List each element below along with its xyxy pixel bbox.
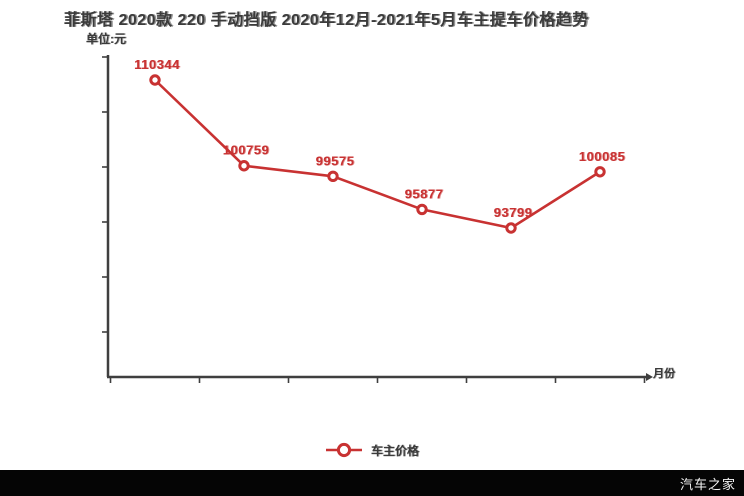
data-point-label: 100759 bbox=[223, 143, 269, 158]
price-line-series bbox=[154, 79, 601, 230]
chart-title: 菲斯塔 2020款 220 手动挡版 2020年12月-2021年5月车主提车价… bbox=[64, 12, 589, 29]
legend-marker-icon bbox=[325, 442, 362, 458]
data-point-label: 100085 bbox=[579, 149, 625, 164]
x-axis-label: 月份 bbox=[653, 368, 675, 380]
footer-bar: 汽车之家 bbox=[0, 470, 744, 496]
data-point-marker[interactable] bbox=[505, 222, 517, 234]
x-axis-arrow-icon bbox=[646, 373, 653, 381]
data-point-label: 110344 bbox=[134, 57, 180, 72]
legend-item-owner-price[interactable]: 车主价格 bbox=[0, 440, 744, 460]
data-point-label: 95877 bbox=[405, 186, 444, 201]
data-point-label: 99575 bbox=[316, 153, 355, 168]
data-point-marker[interactable] bbox=[594, 166, 606, 178]
legend-label: 车主价格 bbox=[370, 443, 419, 458]
data-point-marker[interactable] bbox=[327, 170, 339, 183]
data-point-marker[interactable] bbox=[149, 74, 161, 86]
data-point-marker[interactable] bbox=[416, 203, 428, 216]
data-point-label: 93799 bbox=[494, 205, 533, 220]
data-point-marker[interactable] bbox=[238, 160, 250, 172]
watermark-autohome: 汽车之家 bbox=[679, 476, 736, 492]
unit-label: 单位:元 bbox=[86, 32, 126, 46]
price-trend-chart: 110344 100759 99575 95877 93799 100085 bbox=[102, 55, 653, 383]
